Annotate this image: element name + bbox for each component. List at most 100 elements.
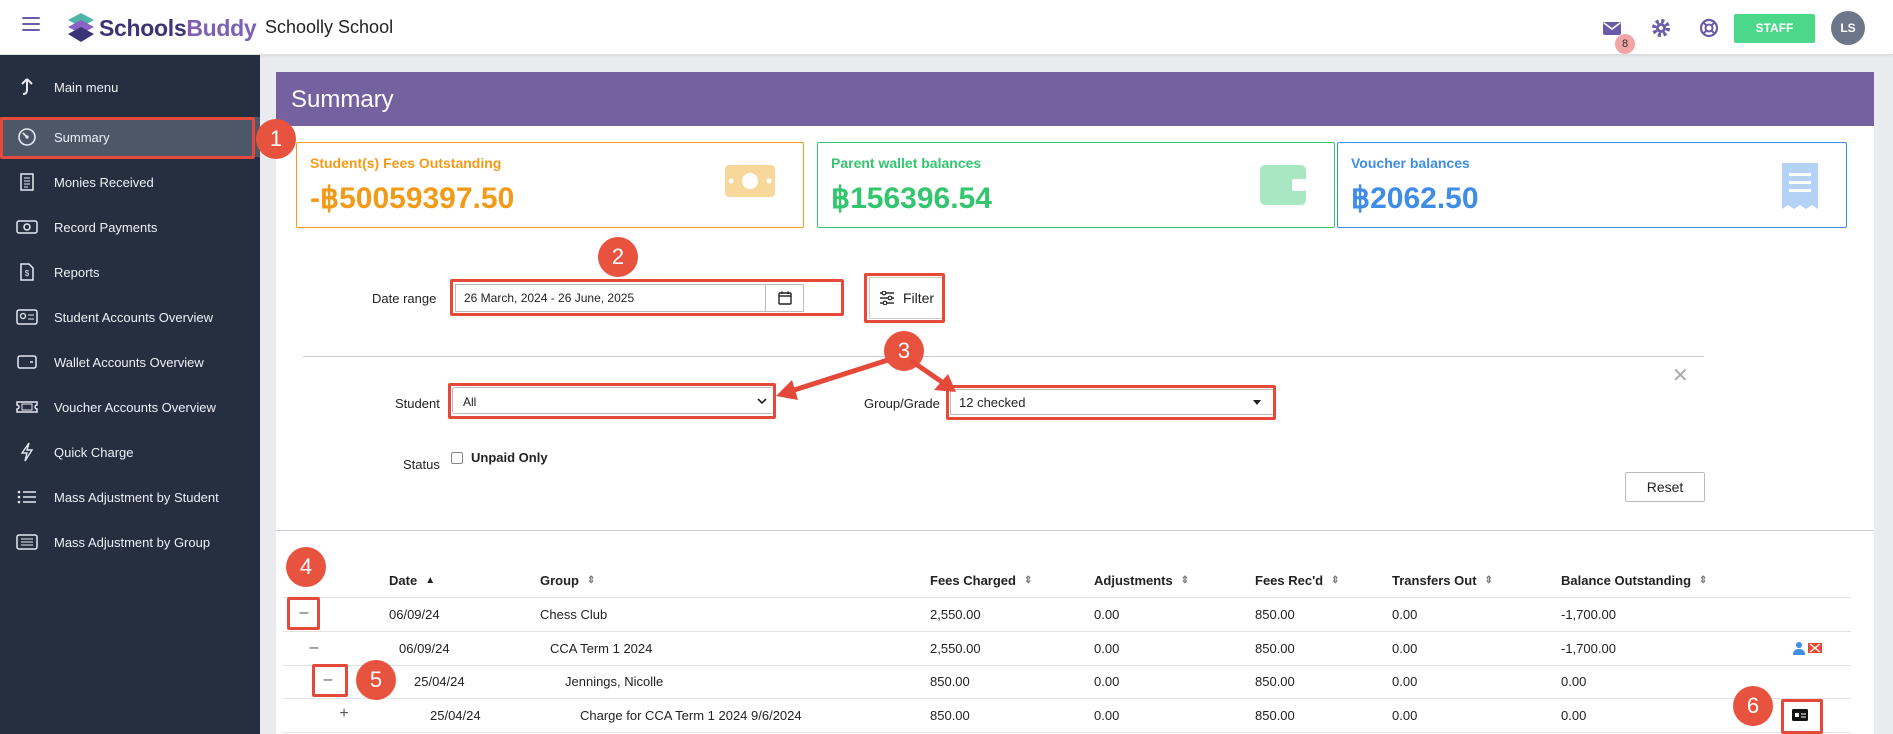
divider	[303, 356, 1704, 357]
email-error-icon[interactable]	[1808, 642, 1822, 654]
help-lifebuoy-icon[interactable]	[1698, 17, 1720, 39]
column-header-balance-outstanding[interactable]: Balance Outstanding ⇕	[1561, 573, 1708, 588]
report-icon: $	[16, 262, 38, 282]
sidebar-item-main-menu[interactable]: Main menu	[0, 67, 260, 107]
id-card-icon	[16, 307, 38, 327]
reset-button[interactable]: Reset	[1625, 472, 1705, 502]
gear-icon[interactable]	[1650, 17, 1672, 39]
logo-text: SchoolsBuddy	[99, 14, 257, 41]
sidebar-item-label: Monies Received	[54, 174, 154, 190]
column-header-adjustments[interactable]: Adjustments ⇕	[1094, 573, 1190, 588]
annotation-callout: 2	[598, 237, 638, 277]
sidebar-item-label: Main menu	[54, 79, 119, 95]
close-icon[interactable]: ✕	[1672, 365, 1689, 387]
date-range-value: 26 March, 2024 - 26 June, 2025	[464, 291, 635, 305]
status-label: Status	[403, 457, 440, 472]
school-name: Schoolly School	[265, 17, 394, 37]
group-grade-label: Group/Grade	[864, 396, 940, 411]
sidebar-item-label: Wallet Accounts Overview	[54, 354, 204, 370]
wallet-icon	[16, 352, 38, 372]
staff-button[interactable]: STAFF	[1734, 14, 1815, 43]
sort-asc-icon: ▲	[425, 575, 436, 586]
column-header-date[interactable]: Date ▲	[389, 573, 436, 588]
sliders-icon	[879, 291, 894, 305]
sidebar-item-label: Quick Charge	[54, 444, 134, 460]
parent-wallet-card: Parent wallet balances ฿156396.54	[817, 142, 1335, 228]
cell-balance: 0.00	[1561, 674, 1587, 689]
cell-transfers-out: 0.00	[1392, 708, 1418, 723]
user-icon[interactable]	[1793, 641, 1805, 655]
avatar[interactable]: LS	[1831, 11, 1865, 45]
sidebar-item-summary[interactable]: Summary	[0, 117, 260, 157]
student-label: Student	[395, 396, 440, 411]
sidebar-item-voucher-accounts-overview[interactable]: Voucher Accounts Overview	[0, 387, 260, 427]
sidebar-item-mass-adjustment-by-group[interactable]: Mass Adjustment by Group	[0, 522, 260, 562]
unpaid-only-label: Unpaid Only	[471, 450, 548, 465]
dashboard-icon	[16, 127, 38, 147]
cell-fees-recd: 850.00	[1255, 674, 1295, 689]
cell-balance: 0.00	[1561, 708, 1587, 723]
expand-toggle[interactable]: +	[339, 705, 349, 722]
column-header-group[interactable]: Group ⇕	[540, 573, 596, 588]
mail-icon[interactable]	[1601, 17, 1623, 39]
unpaid-only-checkbox[interactable]	[451, 452, 463, 464]
sidebar-item-label: Voucher Accounts Overview	[54, 399, 216, 415]
date-range-input[interactable]: 26 March, 2024 - 26 June, 2025	[455, 284, 804, 312]
column-header-fees-recd[interactable]: Fees Rec'd ⇕	[1255, 573, 1340, 588]
column-header-fees-charged[interactable]: Fees Charged ⇕	[930, 573, 1033, 588]
filter-button[interactable]: Filter	[869, 277, 944, 319]
card-value: -฿50059397.50	[310, 182, 515, 215]
card-label: Student(s) Fees Outstanding	[310, 155, 502, 171]
cell-balance: -1,700.00	[1561, 607, 1616, 622]
sidebar-item-wallet-accounts-overview[interactable]: Wallet Accounts Overview	[0, 342, 260, 382]
sidebar-item-student-accounts-overview[interactable]: Student Accounts Overview	[0, 297, 260, 337]
annotation-callout: 5	[356, 660, 396, 700]
group-grade-select[interactable]: 12 checked	[950, 389, 1274, 415]
sort-icon: ⇕	[1180, 575, 1190, 586]
row-divider	[283, 597, 1851, 598]
caret-down-icon	[1253, 400, 1261, 405]
sidebar-item-quick-charge[interactable]: Quick Charge	[0, 432, 260, 472]
date-range-label: Date range	[372, 291, 437, 306]
cell-fees-recd: 850.00	[1255, 607, 1295, 622]
sidebar-item-record-payments[interactable]: Record Payments	[0, 207, 260, 247]
hamburger-menu-icon[interactable]	[22, 17, 40, 33]
sort-icon: ⇕	[587, 575, 596, 586]
cell-adjustments: 0.00	[1094, 641, 1120, 656]
collapse-toggle[interactable]: –	[299, 604, 309, 621]
row-divider	[283, 631, 1851, 632]
top-bar: SchoolsBuddy Schoolly School 8 STAFF LS	[0, 0, 1893, 55]
annotation-callout: 4	[286, 547, 326, 587]
annotation-arrows	[776, 357, 956, 400]
sidebar-item-reports[interactable]: $ Reports	[0, 252, 260, 292]
collapse-toggle[interactable]: –	[323, 671, 333, 688]
cell-fees-charged: 2,550.00	[930, 607, 981, 622]
cell-adjustments: 0.00	[1094, 708, 1120, 723]
sidebar: Main menu Summary Monies Received Record…	[0, 55, 260, 734]
sidebar-item-label: Student Accounts Overview	[54, 309, 213, 325]
filter-button-label: Filter	[902, 290, 935, 306]
sidebar-item-monies-received[interactable]: Monies Received	[0, 162, 260, 202]
cell-date: 25/04/24	[414, 674, 465, 689]
cell-transfers-out: 0.00	[1392, 607, 1418, 622]
collapse-toggle[interactable]: –	[309, 639, 319, 656]
id-card-icon[interactable]	[1792, 709, 1808, 721]
wallet-icon	[1260, 165, 1306, 205]
cell-group: CCA Term 1 2024	[550, 641, 653, 656]
row-divider	[283, 732, 1851, 733]
group-grade-select-value: 12 checked	[959, 395, 1026, 410]
sidebar-item-label: Reports	[54, 264, 100, 280]
sort-icon: ⇕	[1331, 575, 1340, 586]
calendar-icon[interactable]	[765, 285, 803, 311]
column-header-transfers-out[interactable]: Transfers Out ⇕	[1392, 573, 1493, 588]
student-select-value: All	[463, 395, 477, 409]
cash-icon	[16, 217, 38, 237]
sort-icon: ⇕	[1484, 575, 1493, 586]
logo[interactable]: SchoolsBuddy	[66, 10, 257, 46]
row-divider	[283, 665, 1851, 666]
annotation-callout: 6	[1733, 686, 1773, 726]
arrow-up-icon	[16, 77, 38, 97]
sidebar-item-mass-adjustment-by-student[interactable]: Mass Adjustment by Student	[0, 477, 260, 517]
student-select[interactable]: All	[452, 387, 774, 414]
svg-text:$: $	[25, 269, 30, 278]
